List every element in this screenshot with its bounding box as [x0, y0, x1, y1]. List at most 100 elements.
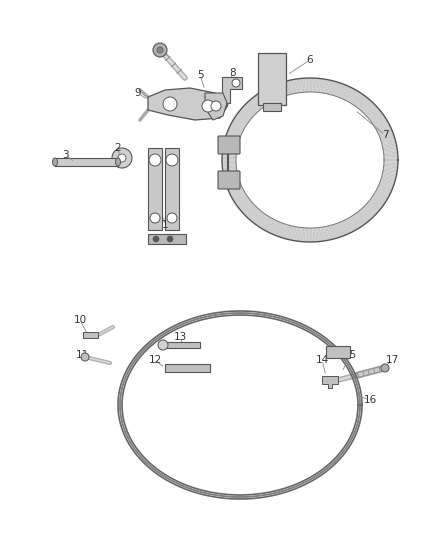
Polygon shape [259, 215, 268, 228]
Polygon shape [380, 135, 394, 140]
Polygon shape [243, 106, 254, 116]
Polygon shape [300, 78, 303, 92]
Polygon shape [384, 158, 398, 160]
Polygon shape [355, 213, 365, 225]
Circle shape [112, 148, 132, 168]
Polygon shape [259, 92, 268, 104]
Polygon shape [267, 88, 275, 101]
Polygon shape [384, 161, 398, 163]
Polygon shape [297, 227, 300, 241]
Polygon shape [270, 221, 277, 233]
Polygon shape [384, 164, 398, 166]
Polygon shape [231, 122, 244, 130]
Polygon shape [223, 170, 237, 174]
Polygon shape [381, 176, 396, 181]
Polygon shape [271, 86, 279, 99]
Text: 3: 3 [62, 150, 68, 160]
Polygon shape [315, 78, 317, 92]
Polygon shape [360, 209, 371, 220]
Text: 13: 13 [173, 332, 187, 342]
Polygon shape [148, 88, 228, 120]
Text: 17: 17 [385, 355, 399, 365]
Polygon shape [315, 228, 317, 242]
Polygon shape [246, 102, 258, 113]
Polygon shape [226, 133, 240, 139]
Circle shape [381, 364, 389, 372]
Circle shape [163, 97, 177, 111]
Text: 8: 8 [230, 68, 237, 78]
Polygon shape [233, 192, 246, 200]
Polygon shape [253, 212, 263, 223]
Polygon shape [234, 117, 247, 125]
Polygon shape [377, 188, 390, 195]
Polygon shape [222, 164, 236, 166]
Polygon shape [285, 225, 290, 239]
Polygon shape [223, 151, 237, 154]
Polygon shape [247, 208, 258, 219]
Polygon shape [377, 189, 390, 196]
Polygon shape [378, 184, 392, 191]
Polygon shape [343, 87, 351, 100]
Polygon shape [255, 95, 265, 107]
Polygon shape [250, 100, 260, 110]
Polygon shape [381, 139, 396, 143]
Polygon shape [318, 78, 320, 92]
Polygon shape [376, 190, 389, 197]
Polygon shape [230, 125, 243, 132]
Polygon shape [229, 186, 242, 193]
Polygon shape [362, 207, 373, 218]
Polygon shape [283, 224, 288, 238]
Polygon shape [264, 218, 272, 231]
Polygon shape [365, 105, 376, 115]
Text: 10: 10 [74, 315, 87, 325]
Polygon shape [357, 212, 367, 223]
Polygon shape [336, 83, 343, 97]
Polygon shape [226, 182, 240, 188]
Polygon shape [272, 85, 279, 99]
Polygon shape [381, 177, 395, 183]
Polygon shape [271, 221, 279, 234]
Polygon shape [241, 203, 253, 212]
Polygon shape [381, 138, 395, 142]
Text: 7: 7 [381, 130, 389, 140]
Polygon shape [223, 171, 237, 175]
Polygon shape [253, 96, 263, 108]
Polygon shape [257, 94, 266, 106]
Polygon shape [362, 102, 373, 112]
Circle shape [153, 43, 167, 57]
Polygon shape [352, 215, 361, 227]
Polygon shape [347, 89, 355, 102]
Polygon shape [381, 136, 395, 141]
Polygon shape [243, 204, 254, 214]
Polygon shape [227, 183, 241, 189]
Polygon shape [326, 226, 331, 240]
Polygon shape [222, 158, 236, 159]
Polygon shape [236, 197, 248, 205]
Polygon shape [237, 112, 250, 122]
Polygon shape [378, 185, 392, 192]
Polygon shape [328, 226, 332, 240]
Ellipse shape [53, 158, 57, 166]
Polygon shape [347, 219, 355, 231]
Polygon shape [268, 220, 276, 233]
Polygon shape [366, 106, 377, 116]
Polygon shape [340, 85, 347, 98]
Polygon shape [237, 198, 249, 207]
Polygon shape [230, 126, 243, 133]
Polygon shape [236, 115, 248, 123]
Polygon shape [373, 195, 385, 204]
Circle shape [149, 154, 161, 166]
Polygon shape [244, 104, 255, 115]
Polygon shape [367, 203, 378, 213]
Polygon shape [367, 107, 378, 117]
Polygon shape [275, 222, 282, 236]
Polygon shape [251, 210, 261, 222]
Polygon shape [326, 80, 331, 94]
Polygon shape [354, 94, 364, 106]
Polygon shape [374, 120, 388, 128]
Polygon shape [338, 84, 344, 98]
Polygon shape [383, 167, 398, 170]
Polygon shape [339, 222, 346, 236]
Polygon shape [349, 217, 358, 230]
Polygon shape [308, 78, 310, 92]
